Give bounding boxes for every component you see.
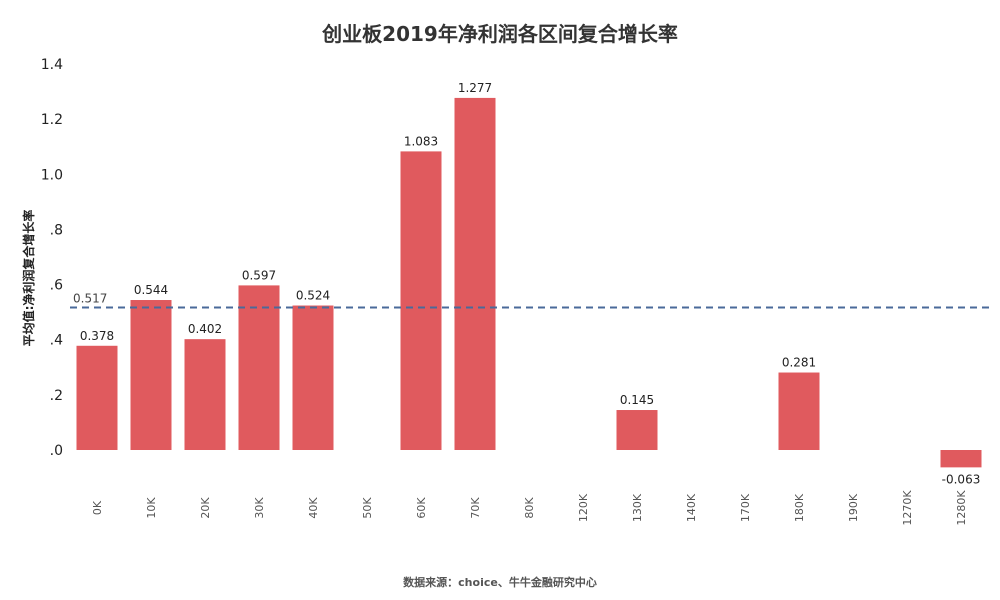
bar-10k bbox=[130, 300, 172, 450]
average-reference-label: 0.517 bbox=[73, 291, 107, 305]
bars bbox=[76, 97, 982, 468]
x-tick-label: 20K bbox=[199, 497, 212, 519]
x-tick-label: 120K bbox=[577, 493, 590, 522]
x-tick-label: 140K bbox=[685, 493, 698, 522]
x-tick-label: 190K bbox=[847, 493, 860, 522]
bar-130k bbox=[616, 410, 658, 450]
data-label: 0.145 bbox=[620, 393, 654, 407]
x-tick-label: 1280K bbox=[955, 490, 968, 526]
bar-20k bbox=[184, 339, 226, 450]
y-tick-label: .4 bbox=[50, 333, 63, 349]
x-tick-label: 180K bbox=[793, 493, 806, 522]
x-tick-label: 130K bbox=[631, 493, 644, 522]
bar-180k bbox=[778, 372, 820, 450]
data-label: 0.281 bbox=[782, 356, 816, 370]
y-axis-label: 平均值:净利润复合增长率 bbox=[21, 210, 36, 347]
data-label: 0.378 bbox=[80, 329, 114, 343]
data-label: 0.524 bbox=[296, 289, 330, 303]
x-tick-label: 60K bbox=[415, 497, 428, 519]
x-tick-label: 10K bbox=[145, 497, 158, 519]
bar-40k bbox=[292, 305, 334, 450]
x-tick-label: 40K bbox=[307, 497, 320, 519]
data-label: 1.083 bbox=[404, 134, 438, 148]
y-tick-label: .2 bbox=[50, 388, 63, 404]
data-label: 0.402 bbox=[188, 322, 222, 336]
data-label: -0.063 bbox=[942, 472, 981, 486]
data-label: 0.544 bbox=[134, 283, 168, 297]
y-tick-label: 1.4 bbox=[41, 57, 63, 73]
y-tick-label: .8 bbox=[50, 222, 63, 238]
x-tick-label: 170K bbox=[739, 493, 752, 522]
x-tick-label: 1270K bbox=[901, 490, 914, 526]
x-tick-label: 70K bbox=[469, 497, 482, 519]
bar-70k bbox=[454, 97, 496, 451]
bar-0k bbox=[76, 345, 118, 450]
data-label: 0.597 bbox=[242, 268, 276, 282]
source-note: 数据来源：choice、牛牛金融研究中心 bbox=[403, 575, 597, 589]
bar-30k bbox=[238, 285, 280, 450]
x-tick-label: 50K bbox=[361, 497, 374, 519]
x-axis-ticks: 0K 10K 20K 30K 40K 50K 60K 70K 80K 120K 130K 140K 17… bbox=[91, 490, 968, 526]
y-axis-ticks: .0 .2 .4 .6 .8 1.0 1.2 1.4 bbox=[41, 57, 63, 459]
data-labels: 0.378 0.544 0.402 0.597 0.524 1.083 1.277 0.145… bbox=[80, 81, 981, 486]
chart-title: 创业板2019年净利润各区间复合增长率 bbox=[321, 22, 678, 46]
y-tick-label: .0 bbox=[50, 443, 63, 459]
x-tick-label: 0K bbox=[91, 500, 104, 515]
data-label: 1.277 bbox=[458, 81, 492, 95]
bar-1280k bbox=[940, 450, 982, 468]
y-tick-label: 1.0 bbox=[41, 167, 63, 183]
x-tick-label: 80K bbox=[523, 497, 536, 519]
y-tick-label: 1.2 bbox=[41, 112, 63, 128]
bar-60k bbox=[400, 151, 442, 450]
y-tick-label: .6 bbox=[50, 278, 63, 294]
x-tick-label: 30K bbox=[253, 497, 266, 519]
